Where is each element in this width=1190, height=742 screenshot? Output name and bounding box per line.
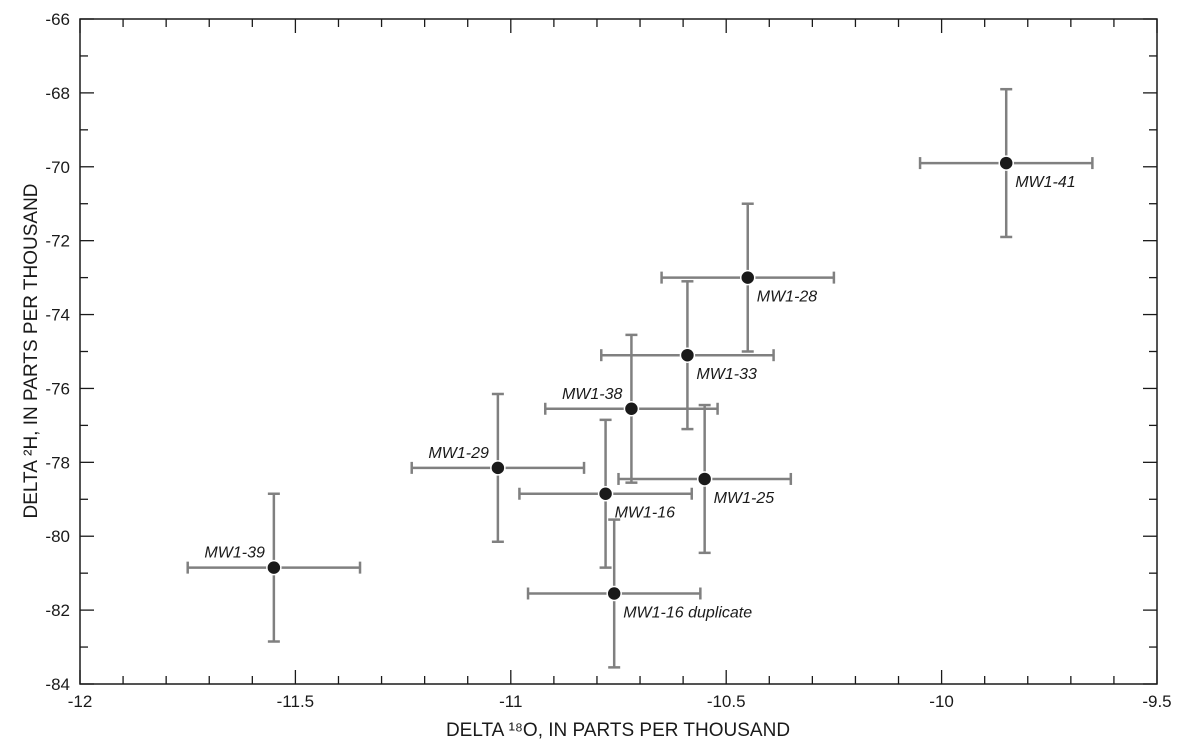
point-label: MW1-25 xyxy=(714,490,775,507)
y-axis-title: DELTA ²H, IN PARTS PER THOUSAND xyxy=(21,183,42,518)
x-tick-label: -10.5 xyxy=(707,692,746,711)
data-point xyxy=(490,460,506,476)
data-point xyxy=(266,559,282,576)
data-points xyxy=(266,155,1014,602)
point-label: MW1-29 xyxy=(428,445,489,462)
data-point xyxy=(606,585,622,602)
plot-frame xyxy=(79,18,1158,685)
y-tick-label: -82 xyxy=(45,601,70,620)
data-point xyxy=(739,269,756,286)
point-label: MW1-16 duplicate xyxy=(623,604,752,621)
y-tick-label: -80 xyxy=(45,527,70,546)
y-tick-label: -76 xyxy=(45,379,70,398)
x-tick-label: -12 xyxy=(68,692,93,711)
x-tick-label: -10 xyxy=(929,692,954,711)
axis-tick-labels: -12 -11.5 -11 -10.5 -10 -9.5 -84 -82 -80 -78 -76 -7… xyxy=(45,10,1171,711)
y-tick-label: -84 xyxy=(45,675,70,694)
y-tick-label: -66 xyxy=(45,10,70,29)
y-tick-label: -74 xyxy=(45,306,70,325)
point-label: MW1-33 xyxy=(696,366,757,383)
x-tick-label: -9.5 xyxy=(1142,692,1171,711)
data-point xyxy=(696,471,713,487)
axis-ticks xyxy=(79,18,1158,685)
data-point xyxy=(679,347,696,363)
y-tick-label: -78 xyxy=(45,453,70,472)
point-label: MW1-28 xyxy=(757,289,818,306)
y-tick-label: -72 xyxy=(45,232,70,251)
error-bars xyxy=(186,87,1094,669)
x-axis-title: DELTA ¹⁸O, IN PARTS PER THOUSAND xyxy=(446,720,790,741)
point-label: MW1-38 xyxy=(562,386,623,403)
x-tick-label: -11.5 xyxy=(277,692,315,711)
data-point xyxy=(597,485,614,502)
point-label: MW1-39 xyxy=(204,545,265,562)
y-tick-label: -70 xyxy=(45,158,70,177)
x-tick-label: -11 xyxy=(499,692,522,711)
point-label: MW1-16 xyxy=(615,505,676,522)
point-label: MW1-41 xyxy=(1015,174,1075,191)
data-point xyxy=(623,401,640,417)
data-point xyxy=(998,155,1014,171)
point-labels: MW1-41 MW1-28 MW1-33 MW1-38 MW1-29 MW1-16 MW1-… xyxy=(204,174,1075,621)
y-tick-label: -68 xyxy=(45,84,70,103)
